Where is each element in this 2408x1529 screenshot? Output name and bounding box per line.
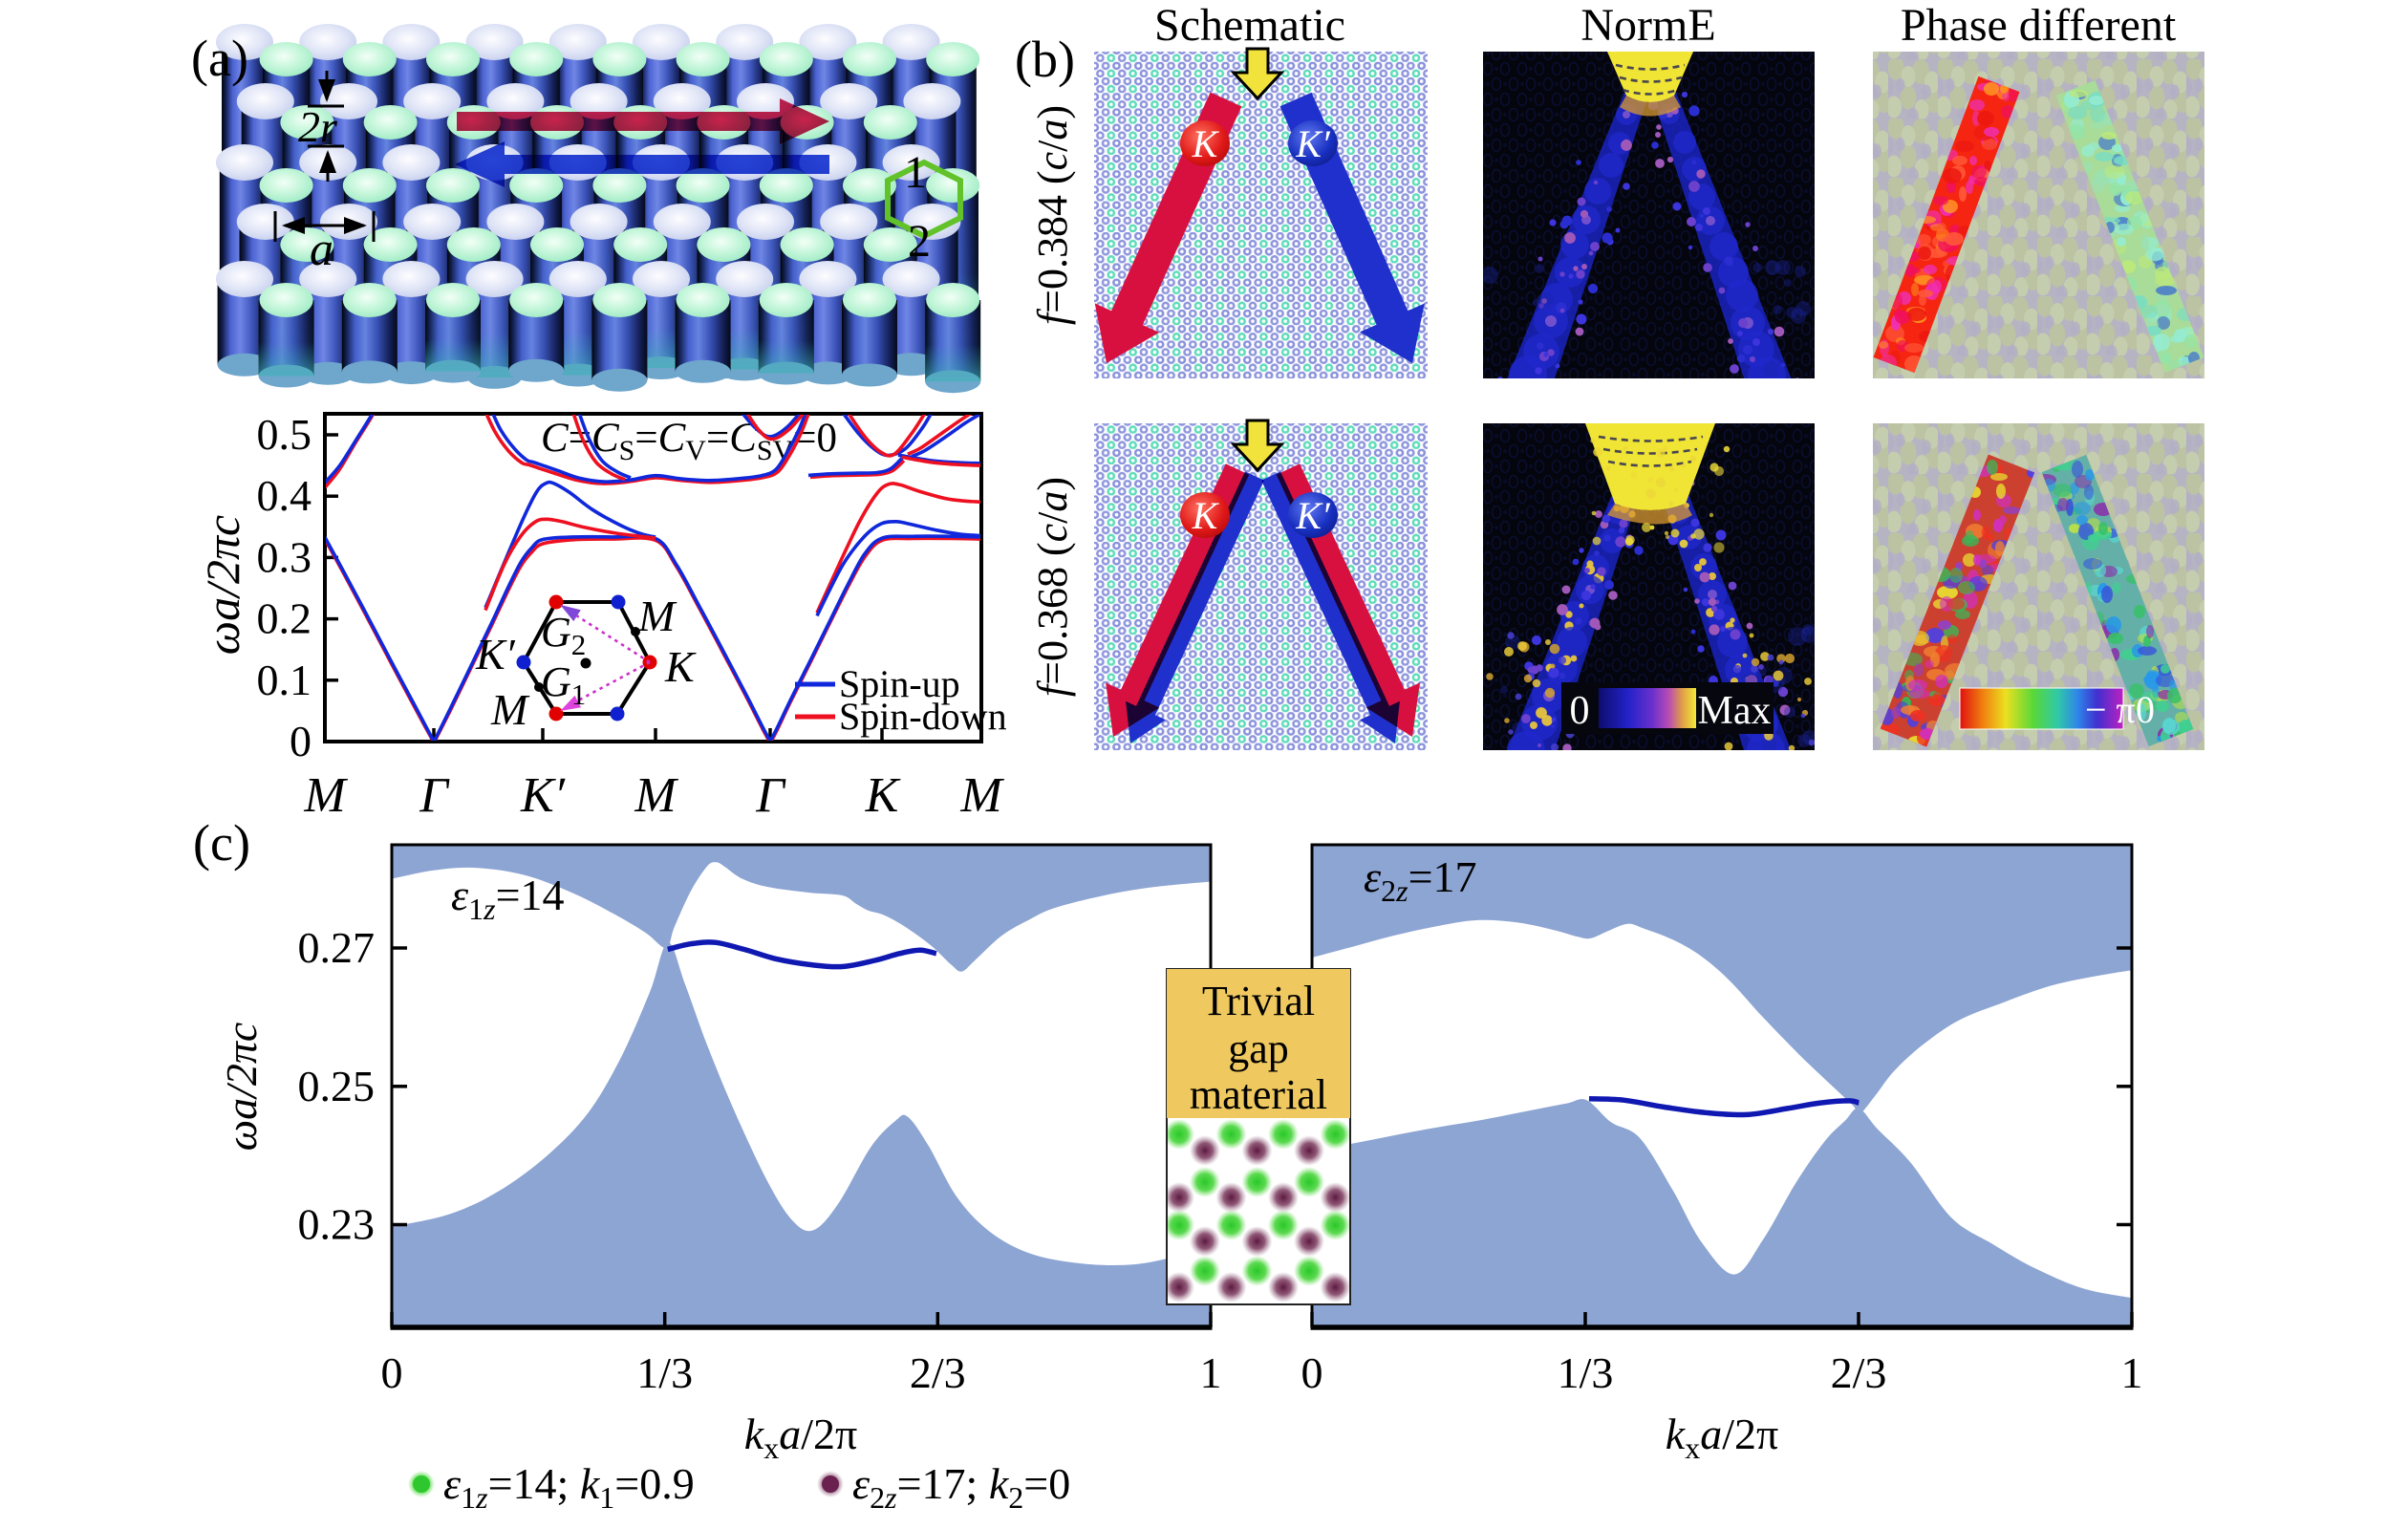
svg-text:(c): (c) <box>193 814 250 872</box>
svg-text:0.5: 0.5 <box>257 410 312 459</box>
svg-text:ωa/2πc: ωa/2πc <box>196 515 249 655</box>
svg-text:0.27: 0.27 <box>298 923 376 972</box>
svg-text:M: M <box>959 768 1004 823</box>
svg-text:2/3: 2/3 <box>1831 1348 1887 1397</box>
svg-text:K: K <box>664 642 697 691</box>
svg-text:f=0.368 (c/a): f=0.368 (c/a) <box>1029 477 1076 697</box>
svg-text:Phase different: Phase different <box>1901 0 2177 51</box>
svg-text:K′: K′ <box>520 768 567 823</box>
svg-text:G1: G1 <box>541 658 586 711</box>
svg-text:2: 2 <box>908 216 931 267</box>
svg-text:G2: G2 <box>541 609 586 661</box>
svg-text:K: K <box>1192 494 1220 537</box>
svg-text:1: 1 <box>1200 1348 1222 1397</box>
svg-text:M: M <box>634 768 678 823</box>
svg-text:K′: K′ <box>475 630 516 678</box>
svg-text:Γ: Γ <box>755 768 786 823</box>
svg-text:ε1z=14; k1=0.9: ε1z=14; k1=0.9 <box>443 1459 695 1515</box>
svg-text:M: M <box>303 768 348 823</box>
svg-text:0.4: 0.4 <box>257 471 312 520</box>
svg-text:gap: gap <box>1228 1025 1289 1072</box>
svg-text:0: 0 <box>1570 689 1590 733</box>
svg-text:ε2z=17; k2=0: ε2z=17; k2=0 <box>852 1459 1070 1515</box>
svg-text:0.25: 0.25 <box>298 1062 376 1110</box>
svg-text:1/3: 1/3 <box>636 1348 693 1397</box>
svg-text:Schematic: Schematic <box>1154 0 1345 51</box>
svg-text:ωa/2πc: ωa/2πc <box>217 1023 266 1152</box>
svg-text:(b): (b) <box>1015 31 1075 88</box>
svg-text:K: K <box>1192 122 1220 165</box>
svg-text:(a): (a) <box>191 30 248 87</box>
svg-text:Spin-up: Spin-up <box>839 662 960 705</box>
svg-text:kxa/2π: kxa/2π <box>744 1410 857 1465</box>
svg-text:ε2z=17: ε2z=17 <box>1364 852 1477 908</box>
svg-text:1: 1 <box>904 147 927 198</box>
svg-text:M: M <box>637 592 677 640</box>
svg-text:K′: K′ <box>1295 122 1331 165</box>
svg-text:1: 1 <box>2121 1348 2143 1397</box>
svg-text:K′: K′ <box>1295 494 1331 537</box>
svg-text:Spin-down: Spin-down <box>839 695 1007 738</box>
svg-text:0: 0 <box>2136 688 2155 731</box>
svg-text:NormE: NormE <box>1580 0 1715 51</box>
svg-text:0.3: 0.3 <box>257 532 312 581</box>
svg-text:Trivial: Trivial <box>1202 978 1315 1024</box>
svg-text:1/3: 1/3 <box>1558 1348 1614 1397</box>
svg-text:kxa/2π: kxa/2π <box>1666 1410 1778 1465</box>
svg-text:Γ: Γ <box>419 768 450 823</box>
svg-text:ε1z=14: ε1z=14 <box>451 871 565 926</box>
svg-text:f=0.384 (c/a): f=0.384 (c/a) <box>1029 105 1076 325</box>
svg-text:0: 0 <box>290 717 312 765</box>
svg-text:K: K <box>865 768 901 823</box>
svg-text:material: material <box>1190 1071 1327 1118</box>
svg-text:2r: 2r <box>298 102 338 151</box>
svg-text:M: M <box>490 685 530 734</box>
svg-text:a: a <box>310 222 333 275</box>
svg-text:0.2: 0.2 <box>257 594 312 643</box>
svg-text:2/3: 2/3 <box>910 1348 966 1397</box>
svg-text:0.1: 0.1 <box>257 656 312 704</box>
svg-text:0: 0 <box>381 1348 403 1397</box>
svg-text:0: 0 <box>1301 1348 1323 1397</box>
svg-text:0.23: 0.23 <box>298 1200 376 1249</box>
svg-text:Max: Max <box>1698 689 1772 733</box>
svg-text:− π: − π <box>2085 688 2136 731</box>
